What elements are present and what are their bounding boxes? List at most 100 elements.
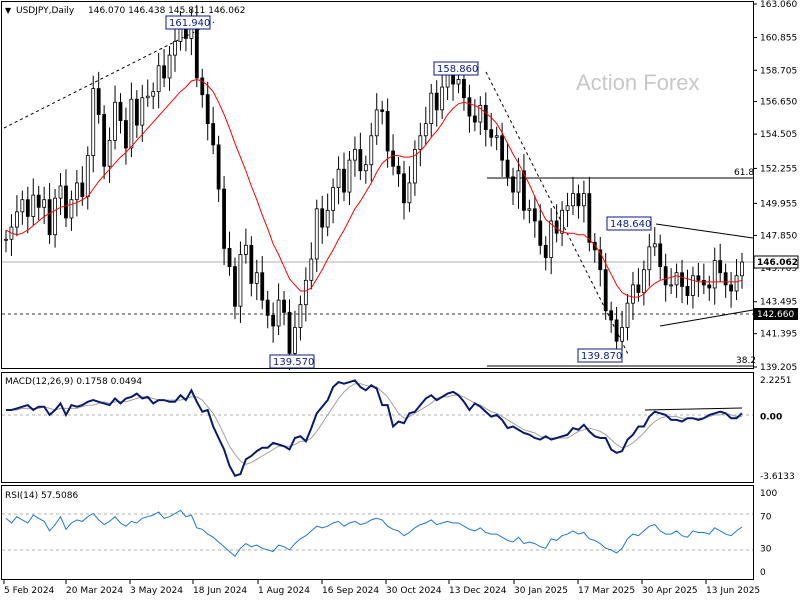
macd-y-tick-label: 0.00: [760, 413, 782, 423]
candle: [36, 185, 41, 221]
macd-trendline: [644, 407, 743, 411]
candle: [625, 294, 630, 341]
svg-text:139.570: 139.570: [273, 357, 314, 368]
fib-382-label: 38.2: [736, 356, 756, 366]
candle: [636, 268, 641, 302]
x-tick-label: 13 Jun 2025: [706, 586, 760, 596]
candle: [205, 81, 210, 141]
main-y-tick-label: 147.850: [760, 231, 797, 241]
candle: [200, 68, 205, 108]
candle: [647, 233, 652, 287]
candle: [25, 186, 30, 234]
candle: [734, 259, 739, 301]
main-y-tick-label: 139.205: [760, 363, 797, 373]
candle: [265, 290, 270, 329]
svg-text:148.640: 148.640: [610, 219, 651, 230]
candle: [85, 146, 90, 210]
candle: [674, 263, 679, 298]
svg-text:146.062: 146.062: [757, 258, 798, 268]
candle: [494, 126, 499, 151]
candle: [276, 283, 281, 336]
candle: [391, 134, 395, 176]
main-y-tick-label: 145.705: [760, 264, 797, 274]
rsi-y-tick-label: 70: [760, 513, 772, 523]
candle: [107, 127, 112, 183]
candle: [140, 84, 145, 142]
candle: [696, 262, 701, 298]
x-tick-label: 20 Mar 2024: [66, 586, 123, 596]
candle: [462, 70, 466, 111]
annotation-161940: 161.940: [165, 15, 211, 30]
x-tick-label: 16 Sep 2024: [322, 586, 379, 596]
candle: [69, 190, 74, 231]
candle: [358, 132, 363, 180]
candle: [303, 267, 308, 322]
candle: [124, 107, 128, 165]
x-axis: 5 Feb 2024 20 Mar 2024 3 May 2024 18 Jun 20…: [3, 580, 760, 596]
candle: [20, 190, 25, 225]
candle: [353, 136, 357, 177]
main-y-tick-label: 158.705: [760, 66, 797, 76]
support-price-tag: 142.660: [754, 308, 798, 320]
main-panel-frame: [1, 1, 754, 369]
candle: [407, 166, 412, 212]
candle: [538, 204, 543, 255]
candle: [680, 259, 684, 304]
candle: [478, 96, 483, 136]
main-y-tick-label: 154.505: [760, 130, 797, 140]
candle: [532, 195, 537, 238]
triangle-lower-line: [659, 309, 754, 327]
candle: [331, 178, 336, 224]
candle: [156, 52, 161, 109]
candle: [489, 112, 494, 147]
candle: [576, 184, 581, 219]
x-tick-label: 13 Dec 2024: [449, 586, 507, 596]
svg-text:142.660: 142.660: [757, 310, 794, 320]
candle: [549, 208, 554, 275]
candle: [342, 152, 346, 202]
menu-triangle-icon[interactable]: ▼: [5, 6, 12, 15]
macd-signal-line: [6, 383, 742, 465]
candle: [522, 154, 526, 220]
candle: [113, 85, 117, 150]
candle: [631, 271, 635, 320]
candle: [74, 170, 79, 217]
candle: [336, 156, 341, 205]
candle: [96, 71, 101, 124]
candle: [162, 49, 167, 88]
main-y-tick-label: 156.650: [760, 98, 797, 108]
macd-panel-frame: [1, 372, 754, 483]
rsi-y-tick-label: 30: [760, 544, 772, 554]
triangle-upper-line: [655, 223, 754, 239]
candle: [31, 178, 36, 226]
candle: [254, 259, 259, 301]
candle: [560, 201, 564, 247]
candle: [374, 93, 379, 145]
x-tick-label: 17 Mar 2025: [578, 586, 635, 596]
main-y-tick-label: 152.255: [760, 164, 797, 174]
candle: [598, 236, 603, 287]
svg-text:158.860: 158.860: [437, 64, 478, 75]
candle: [472, 99, 477, 132]
candle: [369, 122, 374, 182]
candle: [516, 157, 521, 209]
candle: [620, 310, 624, 351]
chart-header-symbol: USDJPY,Daily: [16, 6, 75, 16]
candle: [314, 199, 319, 272]
moving-average-line: [5, 78, 743, 298]
x-tick-label: 30 Jan 2025: [514, 586, 568, 596]
main-y-tick-label: 149.955: [760, 199, 797, 209]
annotation-139870: 139.870: [577, 348, 623, 363]
candle: [53, 189, 57, 248]
fib-618-label: 61.8: [734, 168, 754, 178]
candle: [609, 301, 614, 333]
chart-header-ohlc: 146.070 146.438 145.811 146.062: [88, 6, 245, 16]
macd-y-tick-label: -3.6133: [760, 472, 795, 482]
macd-main-line: [6, 379, 743, 477]
candle: [42, 186, 47, 225]
main-y-tick-label: 163.060: [760, 0, 797, 10]
annotation-148640: 148.640: [606, 216, 652, 231]
candle: [712, 247, 717, 305]
candle: [15, 195, 19, 237]
candle: [233, 257, 237, 320]
